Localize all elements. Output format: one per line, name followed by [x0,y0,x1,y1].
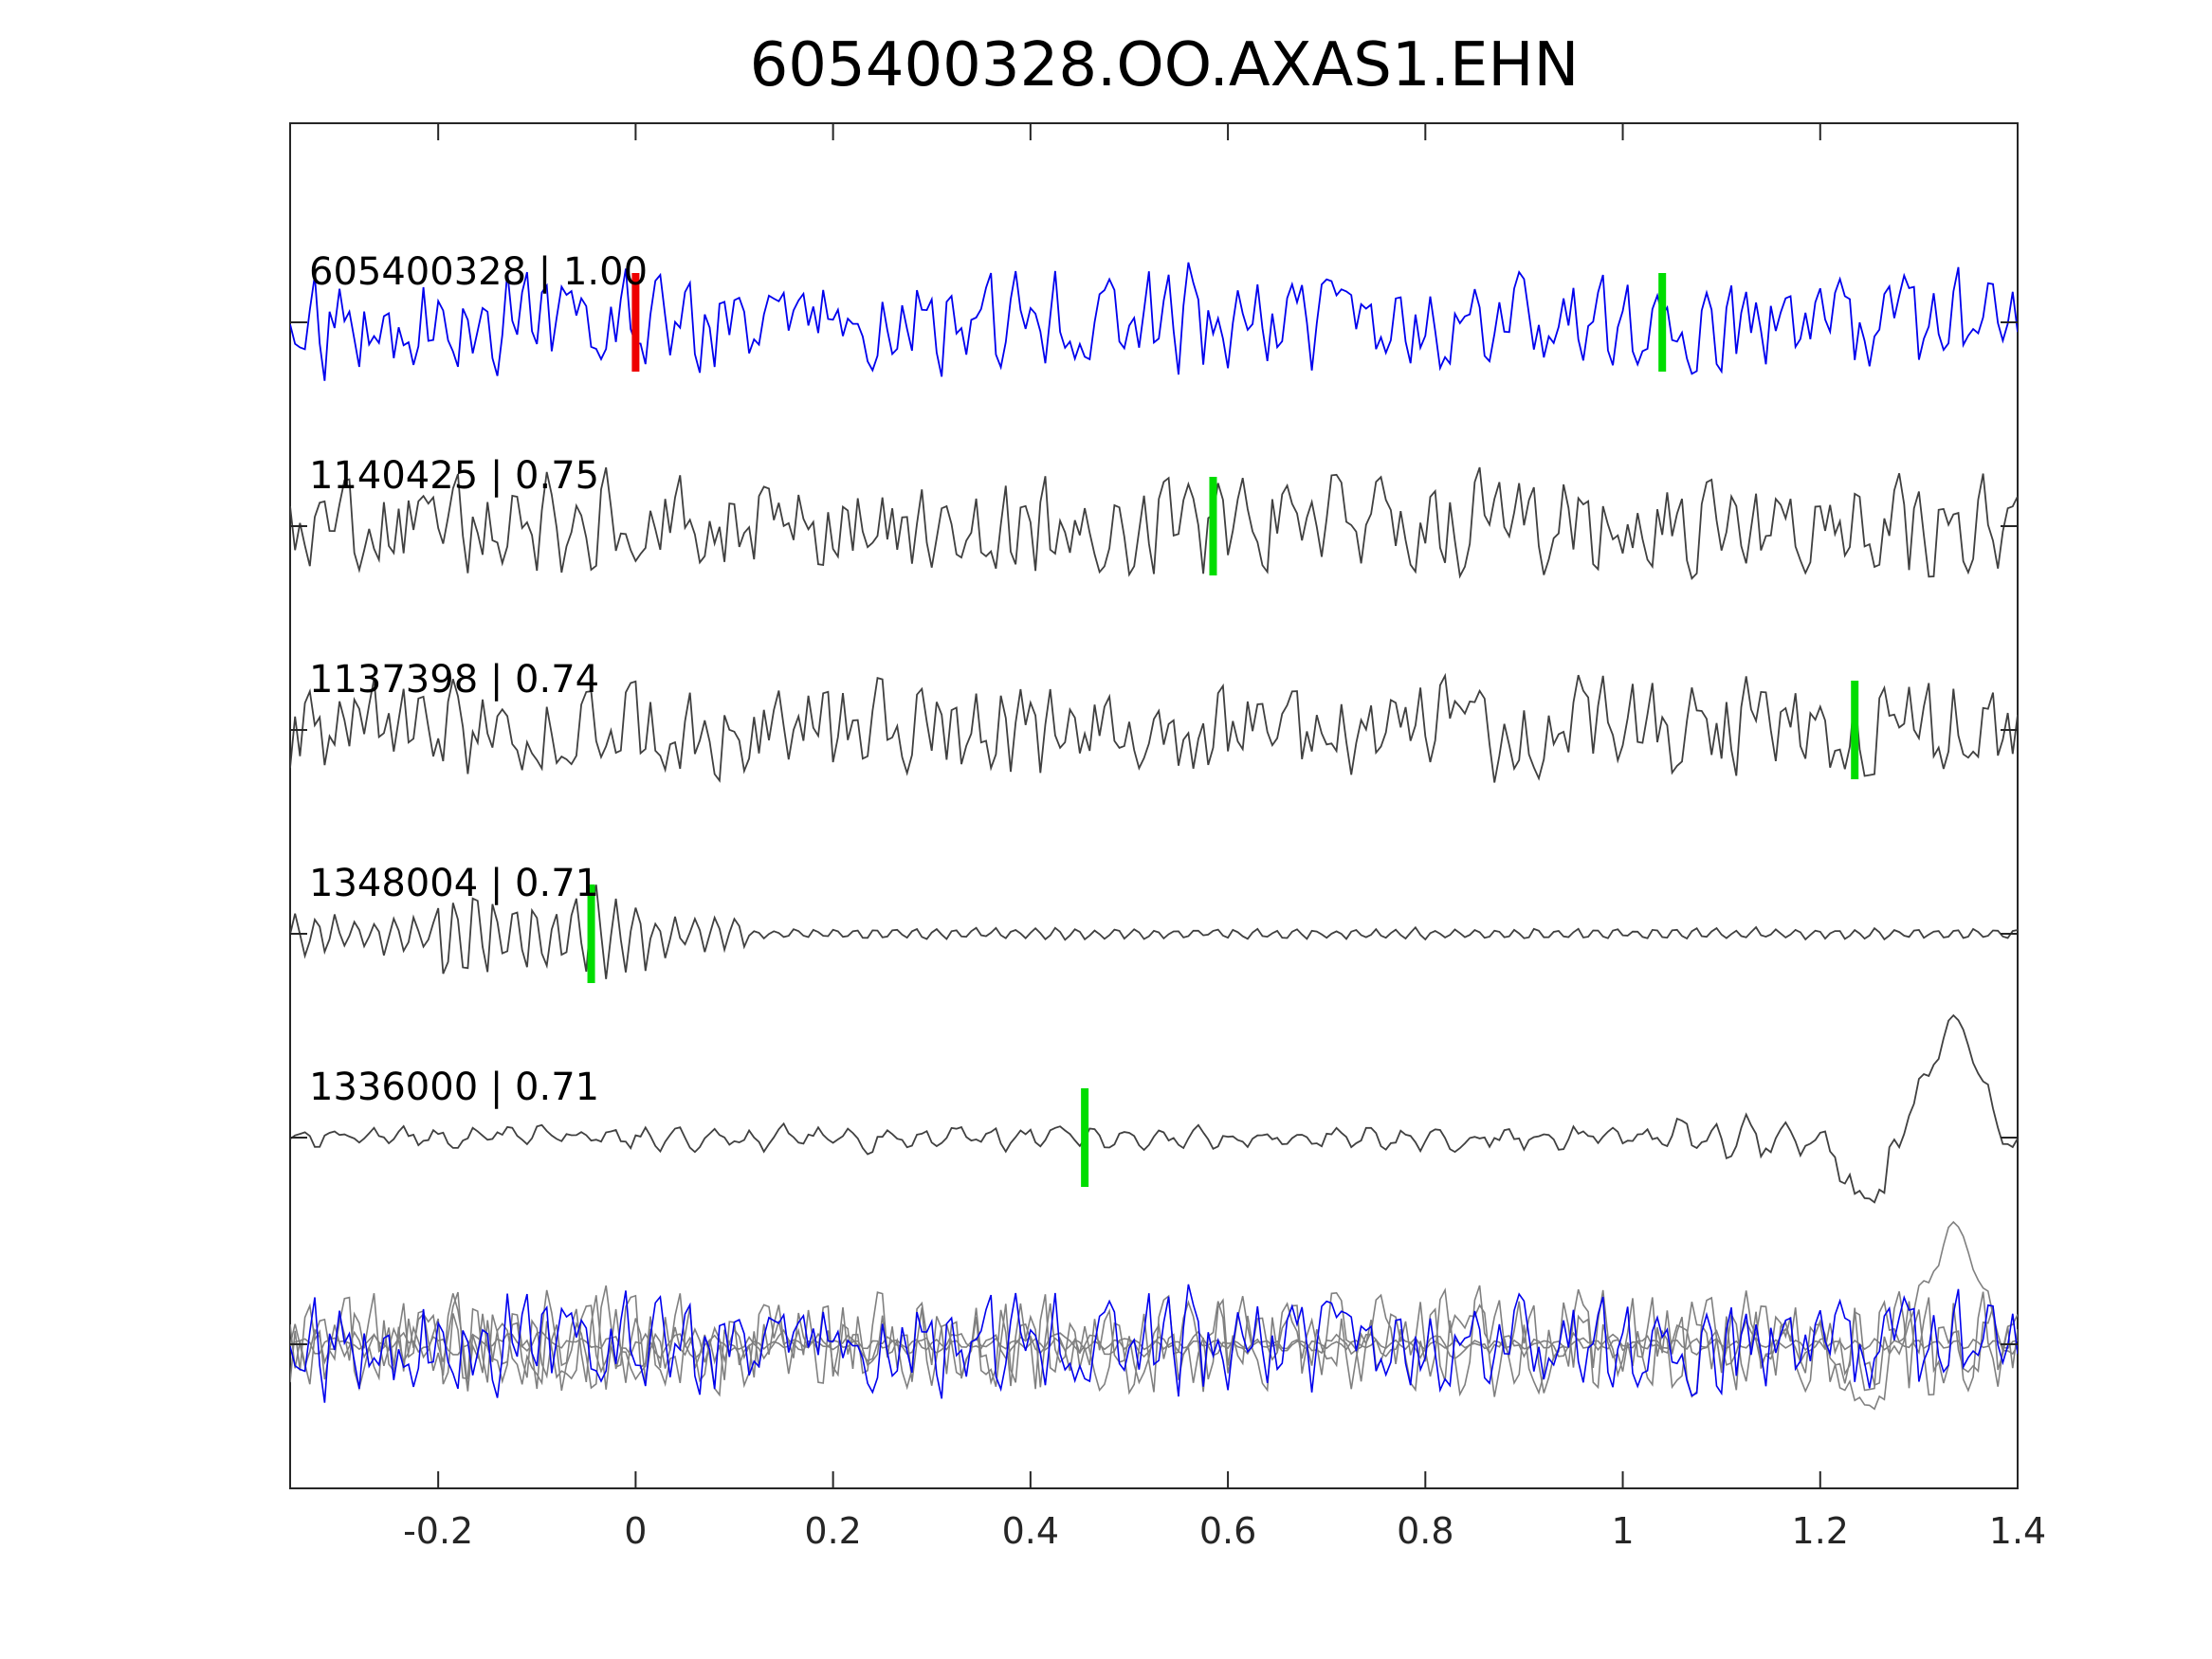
trace-4 [290,1013,2018,1204]
plot-frame [289,122,2019,1489]
trace-line-0 [290,262,2018,381]
trace-label-1: 1140425 | 0.75 [309,454,599,498]
x-tick-label: -0.2 [403,1510,473,1552]
x-tick-label: 1.4 [1989,1510,2046,1552]
x-tick-label: 1 [1611,1510,1634,1552]
trace-label-2: 1137398 | 0.74 [309,658,599,702]
x-tick-label: 1.2 [1792,1510,1849,1552]
picks-layer [587,273,1859,1187]
x-axis: -0.2 0 0.2 0.4 0.6 0.8 1 1.2 1.4 [290,123,2046,1552]
stack-trace-0 [290,1284,2018,1403]
trace-label-4: 1336000 | 0.71 [309,1066,599,1109]
x-tick-label: 0.8 [1397,1510,1453,1552]
trace-3 [290,884,2018,979]
trace-line-2 [290,672,2018,783]
trace-line-4 [290,1013,2018,1204]
x-tick-label: 0 [624,1510,647,1552]
chart-title: 605400328.OO.AXAS1.EHN [750,30,1580,100]
trace-line-3 [290,884,2018,979]
stack-overlay [290,1220,2018,1411]
trace-labels: 605400328 | 1.00 1140425 | 0.75 1137398 | … [309,250,648,1109]
trace-0 [290,262,2018,381]
stack-trace-4 [290,1220,2018,1411]
trace-line-1 [290,466,2018,580]
trace-1 [290,466,2018,580]
x-tick-label: 0.4 [1002,1510,1059,1552]
traces-layer [290,262,2018,1411]
stack-trace-2 [290,1287,2018,1397]
x-tick-label: 0.6 [1199,1510,1256,1552]
trace-2 [290,672,2018,783]
stack-trace-3 [290,1295,2018,1390]
x-tick-label: 0.2 [804,1510,861,1552]
trace-label-0: 605400328 | 1.00 [309,250,648,294]
trace-label-3: 1348004 | 0.71 [309,862,599,905]
